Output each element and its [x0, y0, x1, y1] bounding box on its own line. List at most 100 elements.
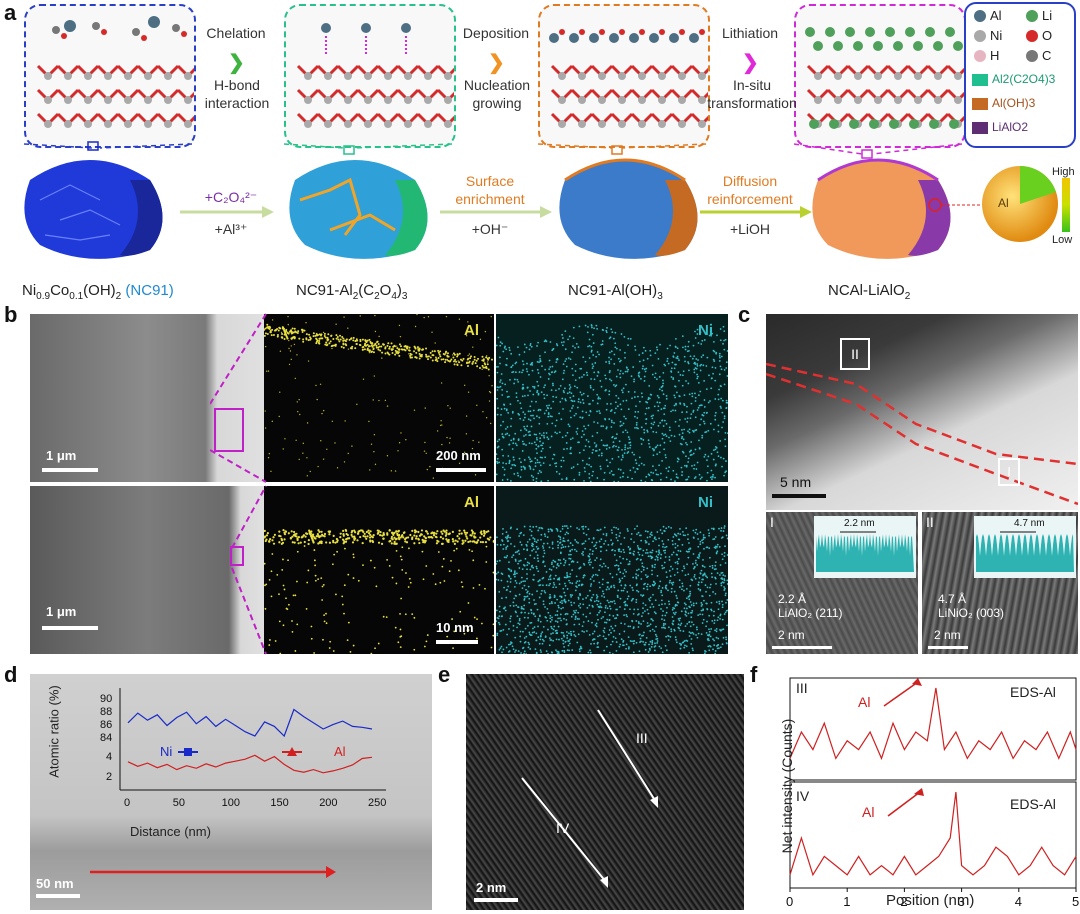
sem-image-top: 1 μm [30, 314, 264, 482]
chevron-right-icon: ❯ [228, 52, 245, 74]
eds-map-al-top: Al 200 nm [264, 314, 494, 482]
o-atom-icon [1026, 30, 1038, 42]
line-iii-label: III [636, 730, 648, 746]
particle1-label: Ni0.9Co0.1(OH)2 (NC91) [22, 282, 174, 302]
eds-profile-line [789, 687, 1077, 761]
panel-label-f: f [750, 662, 758, 687]
chem-oxalate-label: +C₂O₄²⁻ [204, 189, 258, 205]
particle-scheme [23, 141, 1070, 259]
peak-label: Al [858, 694, 871, 710]
panel-label-b: b [4, 302, 18, 327]
step3-top-label: Lithiation [721, 25, 779, 41]
map-element-label: Al [464, 322, 479, 339]
particle2-label: NC91-Al2(C2O4)3 [296, 282, 408, 302]
legend-ni: Ni [990, 28, 1003, 43]
phase-swatch [972, 74, 988, 86]
roi-box [214, 408, 244, 452]
legend-c: C [1042, 48, 1052, 63]
particle1-sub-label: (NC91) [125, 282, 174, 299]
scale-bar [36, 894, 80, 898]
phase-swatch [972, 122, 988, 134]
lattice-structure-chelated [296, 23, 454, 128]
chevron-right-icon: ❯ [742, 52, 759, 74]
sphere-al-label: Al [998, 196, 1009, 210]
x-tick-label: 250 [368, 797, 386, 809]
distance-label: 2.2 nm [844, 518, 875, 529]
scale-label: 5 nm [780, 474, 812, 490]
legend-box: Al Li Ni O H C Al2(C2O4)3 Al(OH)3 LiAlO2 [964, 2, 1076, 148]
scale-bar [42, 626, 98, 630]
legend-al: Al [334, 744, 346, 759]
y-tick-label: 4 [106, 751, 112, 763]
y-tick-label: 88 [100, 706, 112, 718]
scale-bar [928, 646, 968, 649]
lattice-structure-lithiated [805, 27, 964, 129]
eds-profile-line [789, 791, 1077, 877]
y-tick-label: 90 [100, 693, 112, 705]
d-spacing-label: 4.7 Å [938, 592, 967, 606]
scale-label: 2 nm [934, 628, 961, 642]
gradient-sphere [982, 166, 1070, 242]
map-element-label: Al [464, 494, 479, 511]
lattice-structure [36, 16, 194, 128]
region-i-box: I [998, 458, 1020, 486]
y-axis-label: Atomic ratio (%) [46, 685, 62, 778]
series-ni-line [127, 708, 373, 738]
x-tick-label: 200 [319, 797, 337, 809]
eds-linescan-chart: 0 1 2 3 4 5 [786, 677, 1079, 909]
map-element-label: Ni [698, 494, 713, 511]
eds-map-al-bottom: Al 10 nm [264, 486, 494, 654]
y-tick-label: 2 [106, 771, 112, 783]
legend-li: Li [1042, 8, 1053, 23]
scale-label: 10 nm [436, 620, 474, 635]
sem-image-bottom: 1 μm [30, 486, 264, 654]
step3-bottom-label: In-situ transformation [707, 77, 797, 111]
distance-label: 4.7 nm [1014, 518, 1045, 529]
legend-h: H [990, 48, 1000, 63]
inset-tag: I [770, 514, 774, 530]
eds-map-ni-top: Ni [496, 314, 728, 482]
intensity-profile-inset: 2.2 nm [814, 516, 916, 578]
inset-tag: II [926, 514, 934, 530]
lattice-structure-deposited [549, 29, 708, 128]
x-axis-label: Distance (nm) [130, 824, 211, 839]
scale-label: 2 nm [778, 628, 805, 642]
scale-bar [772, 646, 832, 649]
particle4-label: NCAl-LiAlO2 [828, 282, 911, 302]
step1-bottom-label: H-bond interaction [204, 77, 270, 111]
x-tick-label: 2 [900, 894, 907, 909]
phase-label: LiAlO₂ (211) [778, 606, 843, 620]
particle-lithiated [812, 149, 1002, 259]
li-atom-icon [1026, 10, 1038, 22]
panel-label-a: a [4, 0, 17, 25]
x-tick-label: 50 [173, 797, 185, 809]
hrtem-inset-ii: II 4.7 nm 4.7 Å LiNiO₂ (003) 2 nm [922, 512, 1078, 654]
colorbar-high-label: High [1052, 166, 1075, 178]
c-atom-icon [1026, 50, 1038, 62]
x-tick-label: 4 [1015, 894, 1022, 909]
scale-bar [772, 494, 826, 498]
d-spacing-label: 2.2 Å [778, 592, 807, 606]
legend-phase-oxalate: Al2(C2O4)3 [992, 72, 1056, 86]
scale-bar [436, 640, 478, 644]
al-distribution-map [264, 314, 493, 479]
scale-bar [42, 468, 98, 472]
hrtem-inset-i: I 2.2 nm 2.2 Å LiAlO₂ (211) 2 nm [766, 512, 918, 654]
phase-label: LiNiO₂ (003) [938, 606, 1005, 620]
panel-label-c: c [738, 302, 751, 327]
legend-phase-lialo2: LiAlO2 [992, 120, 1029, 134]
h-atom-icon [974, 50, 986, 62]
scale-label: 2 nm [476, 880, 507, 895]
scale-label: 1 μm [46, 604, 77, 619]
particle-chelated [289, 145, 428, 259]
ni-distribution-map [496, 525, 728, 654]
diffusion-reinforcement-label: Diffusion reinforcement [707, 173, 793, 207]
profile-tag-iv: IV [796, 788, 810, 804]
haadf-image: III IV 2 nm [466, 674, 744, 910]
y-tick-label: 84 [100, 732, 112, 744]
surface-boundary [766, 362, 1078, 506]
legend-al: Al [990, 8, 1002, 23]
x-tick-label: 5 [1072, 894, 1079, 909]
step1-top-label: Chelation [206, 25, 266, 41]
ni-distribution-map [496, 323, 728, 482]
